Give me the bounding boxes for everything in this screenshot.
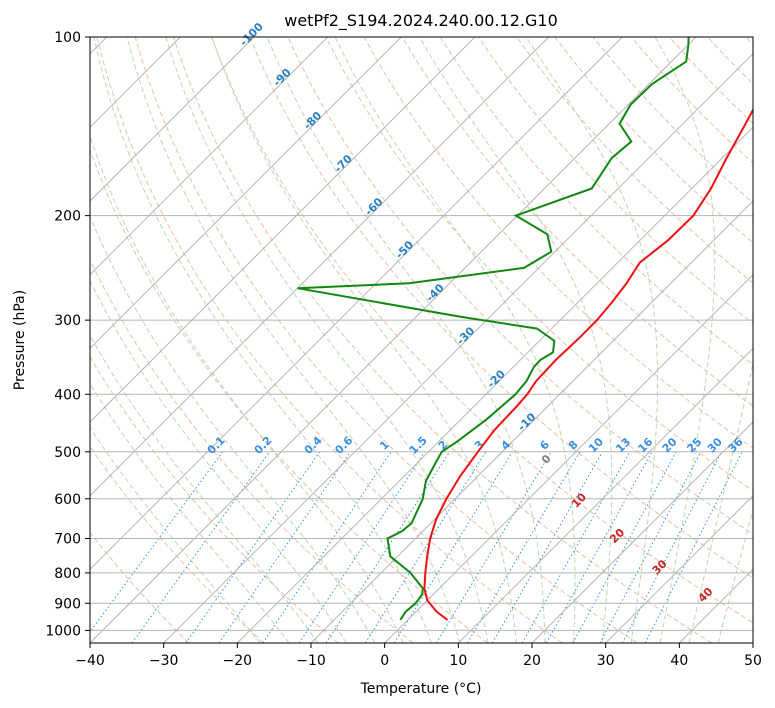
isotherm-line	[90, 37, 550, 497]
x-axis-label: Temperature (°C)	[360, 681, 482, 697]
dry-adiabat-line	[172, 37, 712, 643]
y-tick-label: 600	[54, 492, 81, 508]
isotherm-line	[310, 200, 753, 643]
isotherm-line	[163, 52, 753, 643]
y-tick-label: 400	[54, 387, 81, 403]
moist-adiabat-line	[211, 37, 517, 643]
y-tick-label: 900	[54, 596, 81, 612]
dry-adiabat-line	[401, 37, 753, 407]
plot-area	[90, 37, 753, 643]
mixing-ratio-line	[218, 451, 351, 643]
plot-frame	[89, 36, 754, 644]
dry-adiabat-line	[134, 37, 638, 643]
y-tick-label: 800	[54, 566, 81, 582]
mixing-ratio-line	[599, 451, 702, 643]
dry-adiabat-line	[439, 37, 753, 366]
x-tick-label: −40	[75, 653, 105, 669]
x-tick-label: 0	[380, 653, 389, 669]
mixing-ratio-line	[435, 451, 552, 643]
mixing-ratio-line	[393, 451, 513, 643]
dry-adiabat-line	[211, 37, 753, 624]
moist-adiabat-line	[90, 334, 319, 643]
dry-adiabat-line	[90, 445, 264, 643]
moist-adiabat-line	[90, 382, 290, 643]
mixing-ratio-line	[364, 451, 487, 643]
isotherm-line	[90, 37, 402, 350]
y-tick-label: 700	[54, 532, 81, 548]
mixing-ratio-line	[491, 451, 603, 643]
mixing-ratio-line	[185, 451, 321, 643]
x-tick-label: 20	[523, 653, 541, 669]
moist-adiabat-line	[266, 37, 546, 643]
moist-adiabat-line	[93, 37, 432, 643]
isotherm-line	[605, 494, 753, 643]
y-tick-label: 500	[54, 445, 81, 461]
dewpoint-line	[297, 37, 690, 621]
isotherm-line	[90, 37, 476, 423]
isotherm-line	[90, 37, 697, 643]
isotherm-line	[90, 37, 329, 276]
moist-adiabat-line	[688, 361, 753, 643]
axes: −40 −30 −20 −10 0 10 20 30 40 50 100 200 300 400 500 60…	[45, 30, 762, 669]
isotherm-line	[531, 421, 753, 643]
mixing-ratio-line	[521, 451, 631, 643]
x-tick-label: −10	[296, 653, 326, 669]
isotherm-line	[752, 642, 753, 643]
y-axis-label: Pressure (hPa)	[12, 290, 28, 390]
mixing-ratio-line	[467, 451, 581, 643]
isotherm-line	[90, 37, 623, 571]
moist-adiabat-line	[334, 37, 576, 643]
mixing-ratio-line	[572, 451, 677, 643]
dry-adiabat-line	[90, 531, 190, 643]
x-tick-label: −30	[149, 653, 179, 669]
y-tick-label: 200	[54, 209, 81, 225]
moist-adiabat-line	[419, 37, 613, 643]
moist-adiabat-line	[525, 37, 659, 643]
y-tick-label: 300	[54, 313, 81, 329]
mixing-ratio-line	[131, 451, 271, 643]
grid-lines	[90, 37, 753, 643]
dry-adiabat-line	[96, 37, 563, 643]
isotherm-line	[384, 273, 753, 643]
background-lines	[90, 37, 753, 643]
data-series	[297, 37, 753, 621]
moist-adiabat-line	[654, 37, 716, 643]
moist-adiabat-line	[90, 215, 376, 643]
y-tick-label: 1000	[45, 623, 81, 639]
temperature-line	[423, 107, 753, 621]
chart-title: wetPf2_S194.2024.240.00.12.G10	[284, 11, 558, 31]
x-tick-label: 30	[597, 653, 615, 669]
dry-adiabat-line	[516, 37, 753, 284]
x-tick-label: 10	[449, 653, 467, 669]
moist-adiabat-line	[717, 508, 753, 643]
dry-adiabat-line	[90, 148, 488, 643]
isotherm-line	[236, 126, 753, 643]
moist-adiabat-line	[165, 37, 489, 643]
isotherm-line	[90, 37, 255, 202]
x-tick-label: 40	[670, 653, 688, 669]
x-tick-label: 50	[744, 653, 762, 669]
dry-adiabat-line	[325, 37, 753, 492]
y-tick-label: 100	[54, 30, 81, 46]
isotherm-line	[457, 347, 753, 643]
moist-adiabat-line	[126, 37, 461, 643]
x-tick-label: −20	[223, 653, 253, 669]
dry-adiabat-line	[249, 37, 753, 579]
dry-adiabat-line	[90, 355, 339, 643]
moist-adiabat-line	[90, 426, 261, 643]
moist-adiabat-line	[90, 134, 404, 643]
